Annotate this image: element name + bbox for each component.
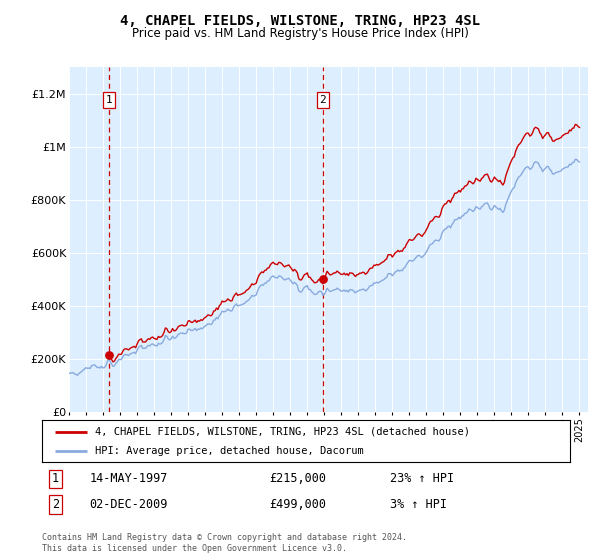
Text: £215,000: £215,000 bbox=[269, 473, 326, 486]
Text: HPI: Average price, detached house, Dacorum: HPI: Average price, detached house, Daco… bbox=[95, 446, 364, 456]
Text: 4, CHAPEL FIELDS, WILSTONE, TRING, HP23 4SL: 4, CHAPEL FIELDS, WILSTONE, TRING, HP23 … bbox=[120, 14, 480, 28]
Text: 1: 1 bbox=[52, 473, 59, 486]
Text: £499,000: £499,000 bbox=[269, 498, 326, 511]
Text: 4, CHAPEL FIELDS, WILSTONE, TRING, HP23 4SL (detached house): 4, CHAPEL FIELDS, WILSTONE, TRING, HP23 … bbox=[95, 427, 470, 437]
Point bbox=[104, 350, 114, 359]
Text: 2: 2 bbox=[52, 498, 59, 511]
Point bbox=[318, 275, 328, 284]
Text: Price paid vs. HM Land Registry's House Price Index (HPI): Price paid vs. HM Land Registry's House … bbox=[131, 27, 469, 40]
Text: Contains HM Land Registry data © Crown copyright and database right 2024.
This d: Contains HM Land Registry data © Crown c… bbox=[42, 533, 407, 553]
Text: 14-MAY-1997: 14-MAY-1997 bbox=[89, 473, 168, 486]
Text: 23% ↑ HPI: 23% ↑ HPI bbox=[391, 473, 455, 486]
Text: 3% ↑ HPI: 3% ↑ HPI bbox=[391, 498, 448, 511]
Text: 02-DEC-2009: 02-DEC-2009 bbox=[89, 498, 168, 511]
Text: 1: 1 bbox=[106, 95, 113, 105]
Text: 2: 2 bbox=[320, 95, 326, 105]
